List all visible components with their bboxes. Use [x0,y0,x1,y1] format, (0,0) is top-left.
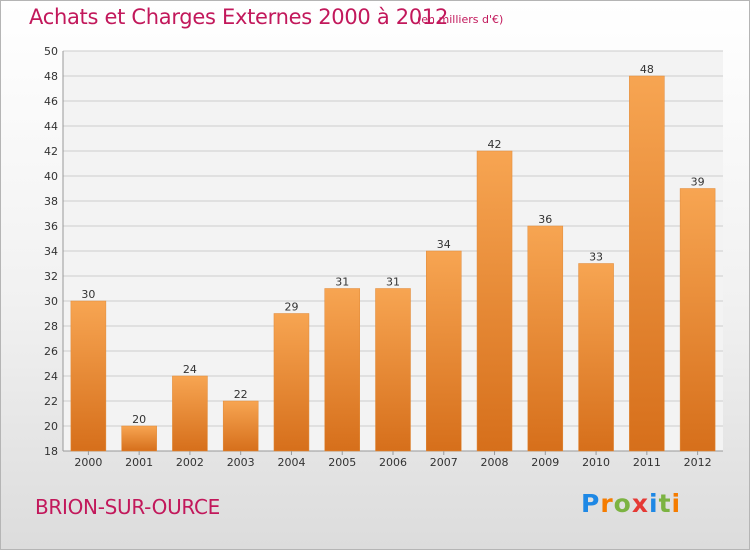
bar [629,75,665,452]
y-tick-label: 42 [44,145,58,158]
y-tick-label: 34 [44,245,58,258]
x-tick-label: 2000 [74,456,102,469]
bar [375,288,411,452]
y-tick-label: 22 [44,395,58,408]
x-tick-label: 2004 [277,456,305,469]
bar-value-label: 31 [335,276,349,289]
bar-value-label: 22 [234,388,248,401]
bar [70,300,107,452]
y-tick-label: 46 [44,95,58,108]
bar [578,263,614,452]
y-tick-label: 44 [44,120,58,133]
y-tick-label: 32 [44,270,58,283]
logo-letter: o [613,489,632,518]
y-tick-label: 48 [44,70,58,83]
bar [426,250,462,452]
bar-value-label: 29 [284,301,298,314]
y-tick-label: 18 [44,445,58,458]
x-tick-label: 2011 [633,456,661,469]
y-tick-label: 30 [44,295,58,308]
y-tick-label: 20 [44,420,58,433]
bar-value-label: 33 [589,251,603,264]
logo-letter: x [631,489,649,518]
bar-value-label: 42 [488,138,502,151]
town-name: BRION-SUR-OURCE [35,495,221,519]
logo-letter: i [649,489,659,518]
x-tick-label: 2007 [430,456,458,469]
x-tick-label: 2009 [531,456,559,469]
y-tick-label: 36 [44,220,58,233]
y-tick-label: 40 [44,170,58,183]
bar [273,313,310,452]
bar [222,400,259,452]
logo-letter: t [658,489,672,518]
bar-value-label: 39 [691,176,705,189]
logo-letter: r [600,489,614,518]
chart-subtitle: (en milliers d'€) [417,13,504,26]
chart-title: Achats et Charges Externes 2000 à 2012 [29,5,449,29]
x-tick-label: 2008 [481,456,509,469]
bar [324,288,360,452]
bar-value-label: 48 [640,63,654,76]
bar-value-label: 24 [183,363,197,376]
x-tick-label: 2010 [582,456,610,469]
x-tick-label: 2006 [379,456,407,469]
x-tick-label: 2001 [125,456,153,469]
bar-value-label: 30 [81,288,95,301]
bar-value-label: 31 [386,276,400,289]
logo-letter: i [671,489,682,518]
bar-value-label: 20 [132,413,146,426]
bar-value-label: 36 [538,213,552,226]
bar [172,375,208,452]
x-tick-label: 2005 [328,456,356,469]
y-tick-label: 38 [44,195,58,208]
x-tick-label: 2003 [227,456,255,469]
y-tick-label: 50 [44,45,58,58]
bar [679,188,716,452]
bar-value-label: 34 [437,238,451,251]
y-tick-label: 24 [44,370,58,383]
y-tick-label: 28 [44,320,58,333]
y-tick-label: 26 [44,345,58,358]
proxiti-logo[interactable]: Proxiti [581,489,681,523]
bar [527,225,564,452]
bar [121,425,157,452]
x-tick-label: 2002 [176,456,204,469]
logo-letter: P [581,489,601,518]
x-tick-label: 2012 [684,456,712,469]
bar [476,150,513,452]
